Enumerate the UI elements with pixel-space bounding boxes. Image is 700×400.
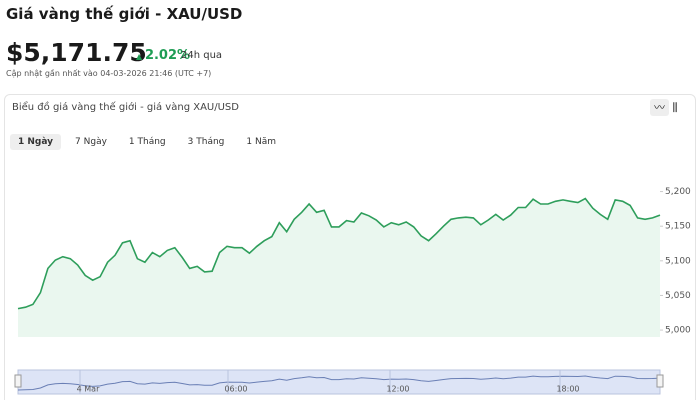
range-tab[interactable]: 3 Tháng <box>187 137 225 147</box>
area <box>18 198 660 337</box>
navigator-label: 06:00 <box>224 385 247 394</box>
change-value: 2.02% <box>144 48 191 63</box>
chart-panel <box>4 94 696 400</box>
change: ▲ 2.02% <box>136 48 190 63</box>
y-tick-label: 5,200 <box>665 187 691 197</box>
y-tick-label: 5,100 <box>665 256 691 266</box>
y-tick-label: 5,050 <box>665 291 691 301</box>
navigator-line <box>17 375 661 391</box>
y-tick-label: 5,000 <box>665 326 691 336</box>
range-tab[interactable]: 1 Tháng <box>128 137 166 147</box>
panel-title: Biểu đồ giá vàng thế giới - giá vàng XAU… <box>12 102 239 113</box>
updated-time: Cập nhật gần nhất vào 04-03-2026 21:46 (… <box>6 69 212 78</box>
navigator-label: 18:00 <box>556 385 579 394</box>
candle-button[interactable]: ⫼ <box>672 101 678 114</box>
navigator-handle <box>656 374 664 388</box>
navigator-label: 4 Mar <box>77 385 100 394</box>
price-line <box>17 197 661 310</box>
up-arrow: ▲ <box>136 52 145 61</box>
navigator-handle <box>14 374 22 388</box>
page-title: Giá vàng thế giới - XAU/USD <box>6 5 243 23</box>
chart-type-buttons[interactable]: 〰 ⫼ <box>650 99 678 116</box>
range-tab[interactable]: 1 Ngày <box>10 134 62 150</box>
y-tick-label: 5,150 <box>665 222 691 232</box>
range-tab[interactable]: 1 Năm <box>246 137 276 147</box>
period: 24h qua <box>181 50 223 61</box>
line-button[interactable]: 〰 <box>650 99 669 116</box>
tabs: 1 Ngày 7 Ngày 1 Tháng 3 Tháng 1 Năm <box>10 134 284 150</box>
price: $5,171.75 <box>6 38 147 67</box>
navigator-label: 12:00 <box>386 385 409 394</box>
range-tab[interactable]: 7 Ngày <box>75 137 107 147</box>
